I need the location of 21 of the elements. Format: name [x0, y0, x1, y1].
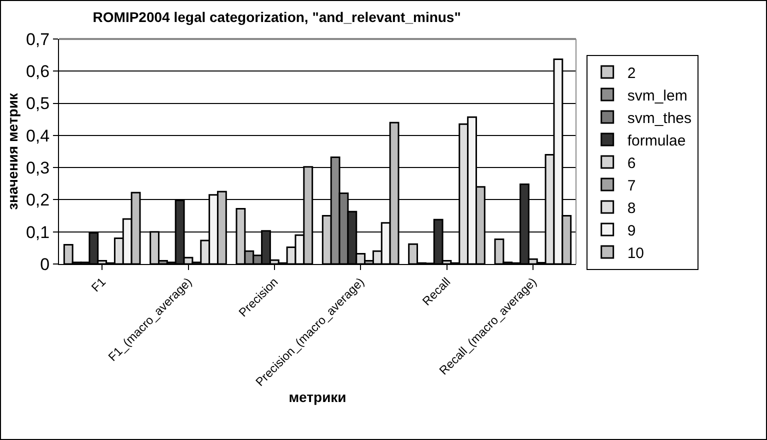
legend-label: 9 — [627, 222, 636, 240]
y-tick-label: 0,1 — [26, 222, 50, 242]
legend-label: svm_thes — [627, 110, 692, 127]
y-tick-label: 0,5 — [26, 94, 50, 114]
y-axis-title: значения метрик — [4, 92, 21, 210]
chart-title: ROMIP2004 legal categorization, "and_relevant_minus" — [92, 8, 461, 25]
y-tick-label: 0,2 — [26, 190, 50, 210]
legend-label: 6 — [627, 154, 636, 172]
legend-label: 7 — [627, 177, 636, 194]
y-tick-label: 0,4 — [26, 126, 50, 146]
y-tick-label: 0,7 — [26, 30, 50, 49]
legend-label: svm_lem — [627, 87, 688, 104]
y-tick-label: 0,6 — [26, 62, 50, 82]
x-tick-label: F1 — [88, 274, 109, 295]
y-tick-label: 0,3 — [26, 158, 50, 178]
y-tick-label: 0 — [40, 254, 50, 274]
x-axis-title: метрики — [288, 388, 346, 405]
legend-label: 8 — [627, 200, 636, 217]
legend-label: 10 — [627, 244, 644, 262]
legend-label: formulae — [627, 132, 686, 150]
legend-label: 2 — [627, 64, 636, 82]
